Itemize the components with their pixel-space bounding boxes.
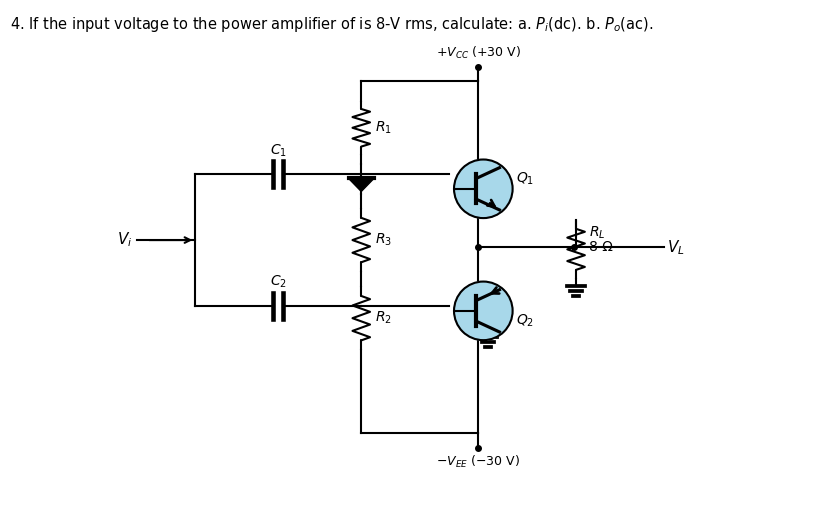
- Text: $Q_2$: $Q_2$: [515, 313, 533, 329]
- Text: $R_3$: $R_3$: [375, 232, 392, 248]
- Circle shape: [454, 160, 513, 218]
- Text: $R_1$: $R_1$: [375, 120, 392, 136]
- Text: 8 Ω: 8 Ω: [589, 240, 613, 253]
- Text: $+V_{CC}$ (+30 V): $+V_{CC}$ (+30 V): [436, 45, 521, 61]
- Text: $V_i$: $V_i$: [118, 231, 133, 249]
- Text: $C_2$: $C_2$: [270, 274, 287, 290]
- Text: $C_1$: $C_1$: [270, 142, 287, 159]
- Text: $-V_{EE}$ (−30 V): $-V_{EE}$ (−30 V): [437, 453, 520, 470]
- Circle shape: [454, 281, 513, 340]
- Polygon shape: [348, 179, 374, 191]
- Text: $R_L$: $R_L$: [589, 225, 605, 241]
- Text: 4. If the input voltage to the power amplifier of is 8-V rms, calculate: a. $P_i: 4. If the input voltage to the power amp…: [10, 15, 654, 34]
- Text: $V_L$: $V_L$: [667, 238, 685, 257]
- Text: $R_2$: $R_2$: [375, 310, 392, 326]
- Text: $Q_1$: $Q_1$: [515, 171, 533, 187]
